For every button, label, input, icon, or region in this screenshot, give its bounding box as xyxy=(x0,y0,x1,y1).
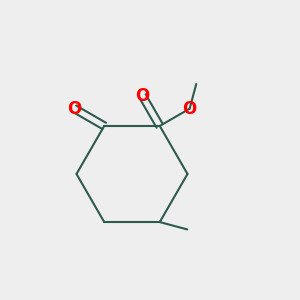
Text: O: O xyxy=(67,100,82,118)
Text: O: O xyxy=(135,87,150,105)
Text: O: O xyxy=(182,100,197,118)
